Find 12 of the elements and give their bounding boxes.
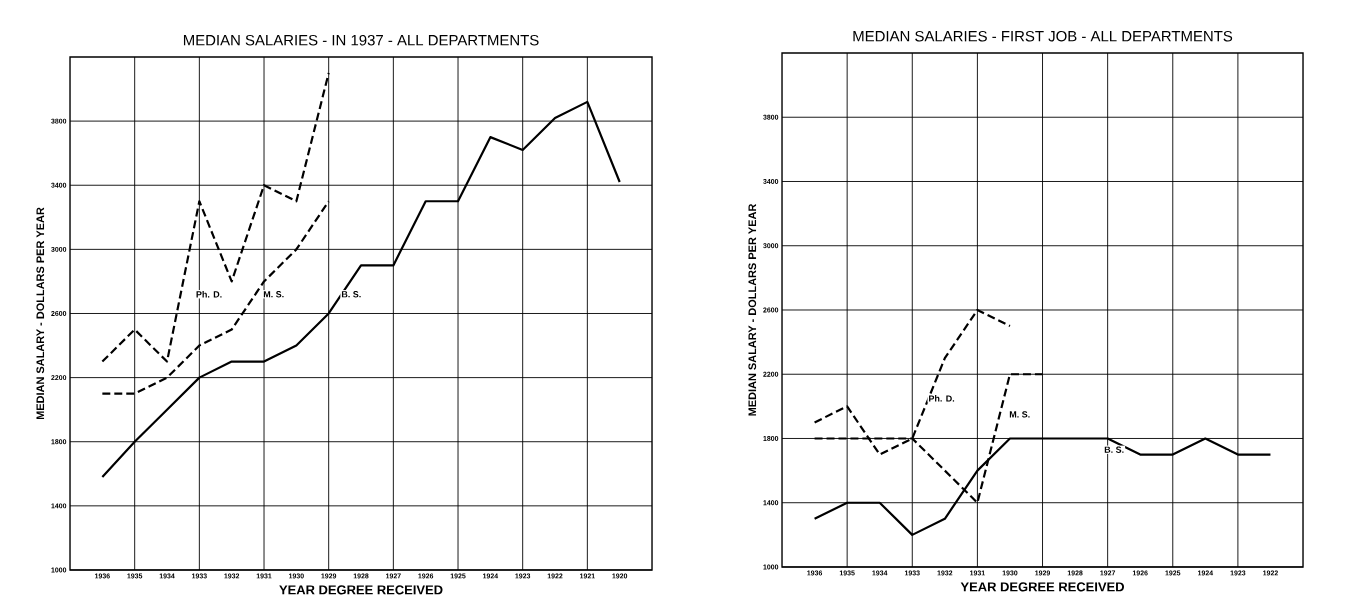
series-label: M. S. (1009, 411, 1030, 418)
y-axis-title: MEDIAN SALARY - DOLLARS PER YEAR (748, 203, 757, 416)
y-axis-title: MEDIAN SALARY - DOLLARS PER YEAR (36, 207, 45, 420)
chart-title: MEDIAN SALARIES - FIRST JOB - ALL DEPARTMENTS (853, 30, 1233, 42)
series-label: B. S. (341, 291, 361, 298)
x-axis-title: YEAR DEGREE RECEIVED (960, 582, 1124, 592)
chart-title: MEDIAN SALARIES - IN 1937 - ALL DEPARTMENTS (183, 34, 539, 46)
x-axis-title: YEAR DEGREE RECEIVED (279, 585, 443, 595)
series-label: M. S. (263, 291, 284, 298)
series-label: B. S. (1104, 446, 1124, 453)
series-label: Ph. D. (929, 395, 955, 402)
series-label: Ph. D. (196, 291, 222, 298)
